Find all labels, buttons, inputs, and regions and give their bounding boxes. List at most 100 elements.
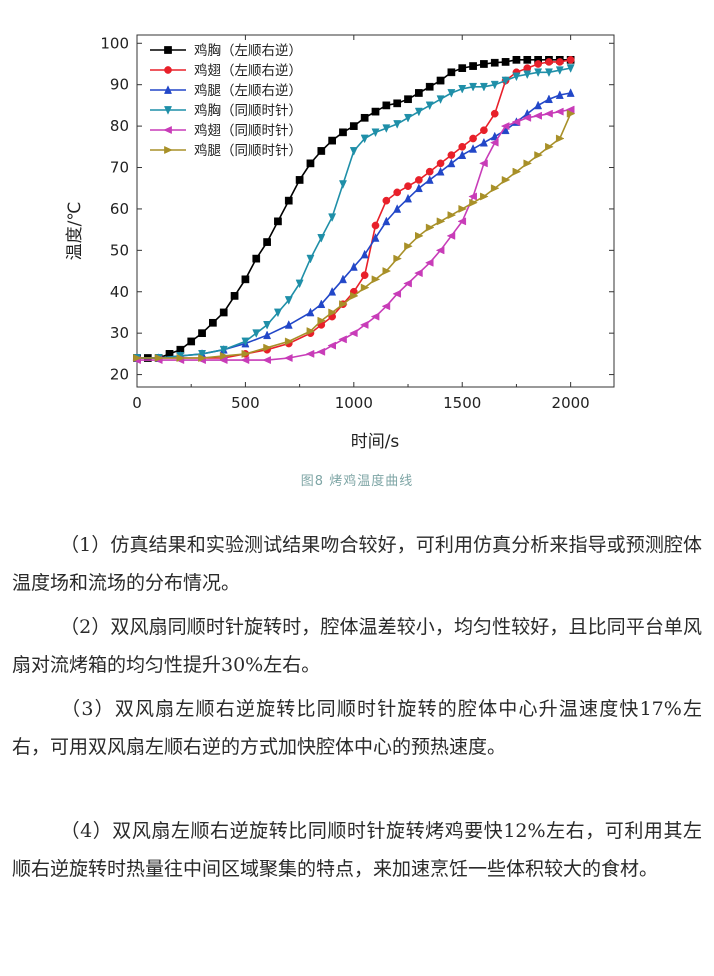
data-point	[544, 94, 553, 104]
data-point	[393, 204, 402, 213]
plot-area-frame	[136, 34, 615, 388]
x-tick-label: 1000	[335, 394, 373, 412]
data-point	[240, 356, 250, 365]
data-point	[371, 275, 381, 284]
data-point	[317, 316, 327, 325]
data-point	[489, 138, 499, 147]
data-point	[436, 159, 445, 168]
data-point	[512, 72, 521, 82]
legend-entry-5: 鸡翅（同顺时针）	[150, 122, 302, 139]
data-point	[393, 120, 402, 129]
series-3	[133, 88, 575, 362]
data-point	[425, 175, 434, 184]
data-point	[262, 356, 271, 365]
data-point	[447, 89, 456, 98]
legend-entry-4: 鸡胸（同顺时针）	[150, 102, 302, 119]
data-point	[425, 223, 435, 232]
data-point	[393, 254, 402, 263]
legend-label: 鸡腿（同顺时针）	[194, 142, 302, 159]
data-point	[512, 167, 522, 176]
data-point	[555, 134, 565, 143]
data-point	[187, 337, 196, 346]
data-point	[198, 350, 207, 359]
data-point	[414, 183, 423, 193]
data-point	[511, 117, 521, 126]
data-point	[447, 151, 456, 159]
data-point	[317, 147, 326, 155]
data-point	[566, 88, 575, 97]
paragraph-text: （4）双风扇左顺右逆旋转比同顺时针旋转烤鸡要快12%左右，可利用其左顺右逆旋转时…	[12, 820, 702, 880]
data-point	[371, 233, 380, 242]
data-point	[425, 167, 434, 176]
data-point	[501, 58, 510, 66]
data-point	[490, 58, 499, 67]
data-point	[339, 128, 347, 137]
data-point	[566, 55, 575, 64]
data-point	[382, 267, 392, 276]
data-point	[393, 188, 402, 197]
data-point	[534, 60, 542, 68]
data-point	[349, 122, 358, 130]
data-point	[360, 134, 369, 144]
data-point	[230, 292, 239, 300]
data-point	[283, 354, 293, 363]
data-point	[566, 64, 575, 73]
data-point	[219, 308, 228, 317]
data-point	[316, 347, 326, 356]
conclusion-paragraph-4: （4）双风扇左顺右逆旋转比同顺时针旋转烤鸡要快12%左右，可利用其左顺右逆旋转时…	[12, 812, 702, 888]
data-point	[490, 131, 499, 141]
legend-marker	[164, 46, 172, 54]
data-point	[566, 109, 576, 118]
data-point	[198, 354, 207, 363]
data-point	[458, 150, 467, 159]
data-point	[317, 299, 326, 309]
data-point	[284, 337, 294, 346]
conclusion-paragraph-2: （2）双风扇同顺时针旋转时，腔体温差较小，均匀性较好，且比同平台单风扇对流烤箱的…	[12, 608, 702, 684]
data-point	[349, 262, 358, 271]
paragraph-text: （3）双风扇左顺右逆旋转比同顺时针旋转的腔体中心升温速度快17%左右，可用双风扇…	[12, 698, 702, 758]
conclusion-paragraph-3: （3）双风扇左顺右逆旋转比同顺时针旋转的腔体中心升温速度快17%左右，可用双风扇…	[12, 690, 702, 766]
data-point	[382, 124, 391, 133]
data-point	[545, 58, 553, 66]
data-point	[328, 136, 336, 145]
data-point	[447, 211, 457, 220]
series-6	[133, 109, 576, 363]
legend-label: 鸡腿（左顺右逆）	[194, 82, 302, 99]
data-point	[360, 283, 370, 292]
data-point	[382, 101, 391, 110]
y-tick-label: 60	[110, 200, 129, 218]
data-point	[555, 90, 564, 99]
data-point	[382, 196, 391, 205]
data-point	[339, 300, 348, 309]
legend-label: 鸡胸（左顺右逆）	[194, 42, 302, 59]
y-tick-label: 30	[110, 324, 129, 342]
temperature-chart: 0 500 1000 1500 2000 20 30 40 50 60 70 80 90 100 鸡胸（左…	[65, 34, 615, 452]
legend-entry-1: 鸡胸（左顺右逆）	[150, 42, 302, 59]
legend-marker	[164, 146, 173, 154]
data-point	[371, 221, 380, 230]
data-point	[436, 217, 446, 226]
data-point	[349, 291, 359, 300]
temperature-chart-figure: 0 500 1000 1500 2000 20 30 40 50 60 70 80 90 100 鸡胸（左…	[0, 0, 714, 470]
data-point	[458, 84, 467, 94]
data-point	[338, 335, 347, 344]
data-point	[305, 349, 315, 358]
data-point	[512, 55, 521, 64]
data-point	[274, 217, 282, 226]
data-point	[534, 100, 543, 110]
data-point	[469, 144, 478, 153]
y-tick-label: 100	[100, 34, 129, 52]
legend-entry-2: 鸡翅（左顺右逆）	[150, 62, 302, 79]
legend-marker	[163, 126, 172, 134]
data-point	[501, 175, 511, 184]
data-point	[469, 134, 477, 143]
data-point	[360, 113, 369, 122]
data-point	[523, 159, 533, 168]
data-point	[490, 80, 499, 90]
data-point	[219, 345, 228, 355]
data-point	[415, 176, 423, 184]
data-point	[306, 327, 316, 336]
data-point	[338, 274, 347, 284]
data-point	[392, 289, 402, 298]
data-point	[284, 296, 293, 305]
